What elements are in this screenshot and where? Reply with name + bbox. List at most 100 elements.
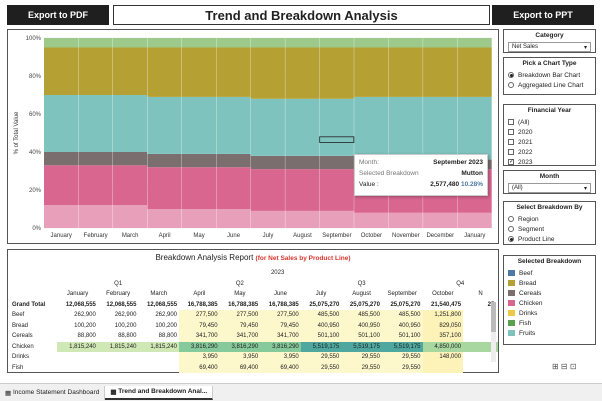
bar-segment-fish[interactable] xyxy=(181,38,217,48)
table-cell[interactable]: 1,815,240 xyxy=(57,341,98,352)
bar-segment-mutton[interactable] xyxy=(354,212,389,228)
table-cell[interactable]: 1,251,800 xyxy=(422,310,464,321)
bar-segment-mutton[interactable] xyxy=(388,212,423,228)
bar-segment-bread[interactable] xyxy=(44,47,79,96)
month-select[interactable]: (All) ▾ xyxy=(508,183,591,193)
legend-item-fruits[interactable]: Fruits xyxy=(508,328,591,338)
table-cell[interactable]: 485,500 xyxy=(381,310,423,321)
table-cell[interactable]: 79,450 xyxy=(219,320,261,331)
table-cell[interactable] xyxy=(463,341,498,352)
table-cell[interactable]: 16,788,385 xyxy=(228,301,259,308)
year-option-2021[interactable]: 2021 xyxy=(508,137,591,147)
legend-item-bread[interactable]: Bread xyxy=(508,278,591,288)
tab-trend-breakdown[interactable]: ▦ Trend and Breakdown Anal... xyxy=(105,385,214,400)
table-cell[interactable]: 3,816,290 xyxy=(179,341,220,352)
tab-income-statement[interactable]: ▦ Income Statement Dashboard xyxy=(0,385,106,400)
table-cell[interactable] xyxy=(98,363,139,374)
bar-segment-mutton[interactable] xyxy=(285,210,320,228)
table-cell[interactable]: 148,000 xyxy=(422,352,464,363)
bar-segment-cereals[interactable] xyxy=(285,155,320,170)
bar-segment-bread[interactable] xyxy=(112,47,148,96)
breakdown-option-region[interactable]: Region xyxy=(508,214,591,224)
table-cell[interactable]: 100,200 xyxy=(74,322,96,329)
bar-segment-bread[interactable] xyxy=(78,47,113,96)
table-cell[interactable]: 3,816,290 xyxy=(219,341,261,352)
bar-segment-cereals[interactable] xyxy=(44,152,79,166)
table-cell[interactable]: 25,075,270 xyxy=(309,301,340,308)
table-cell[interactable]: 88,800 xyxy=(158,333,178,340)
bar-segment-chicken[interactable] xyxy=(112,165,148,206)
breakdown-option-product-line[interactable]: Product Line xyxy=(508,234,591,244)
table-cell[interactable]: 21,540,475 xyxy=(431,301,462,308)
bar-segment-bread[interactable] xyxy=(285,47,320,99)
table-cell[interactable]: 29,550 xyxy=(341,352,382,363)
table-cell[interactable]: 485,500 xyxy=(300,310,342,321)
table-cell[interactable]: 277,500 xyxy=(260,310,301,321)
year-option-2022[interactable]: 2022 xyxy=(508,147,591,157)
bar-segment-cereals[interactable] xyxy=(147,153,182,168)
table-cell[interactable]: 16,788,385 xyxy=(268,301,299,308)
bar-segment-fruits[interactable] xyxy=(285,98,320,156)
bar-segment-mutton[interactable] xyxy=(250,210,285,228)
table-cell[interactable] xyxy=(57,363,98,374)
export-pdf-button[interactable]: Export to PDF xyxy=(7,5,109,25)
bar-segment-mutton[interactable] xyxy=(112,205,148,228)
table-cell[interactable]: 100,200 xyxy=(114,322,137,329)
table-cell[interactable]: 3,816,290 xyxy=(260,341,301,352)
table-cell[interactable]: 341,700 xyxy=(260,331,301,342)
table-cell[interactable]: 262,900 xyxy=(74,312,96,319)
bar-segment-fish[interactable] xyxy=(319,38,354,48)
table-cell[interactable]: 69,400 xyxy=(260,362,301,373)
table-cell[interactable]: 88,800 xyxy=(77,333,96,340)
bar-segment-fish[interactable] xyxy=(285,38,320,48)
table-cell[interactable]: 5,519,175 xyxy=(381,341,423,352)
bar-segment-chicken[interactable] xyxy=(78,165,113,206)
table-cell[interactable] xyxy=(98,352,139,363)
year-option-all[interactable]: (All) xyxy=(508,117,591,127)
table-cell[interactable]: 501,100 xyxy=(341,331,382,342)
bar-segment-mutton[interactable] xyxy=(147,209,182,228)
bar-segment-fruits[interactable] xyxy=(112,95,148,152)
table-cell[interactable]: 400,950 xyxy=(341,320,382,331)
bar-segment-fruits[interactable] xyxy=(457,96,492,160)
breakdown-bar-chart[interactable]: 100% 80% 60% 40% 20% 0% January February March Ap… xyxy=(8,30,498,243)
legend-item-drinks[interactable]: Drinks xyxy=(508,308,591,318)
view-controls[interactable]: ⊞ ⊟ ⊡ xyxy=(552,362,577,371)
bar-segment-fruits[interactable] xyxy=(423,96,458,160)
bar-segment-bread[interactable] xyxy=(147,47,182,97)
bar-segment-mutton[interactable] xyxy=(216,209,251,228)
table-cell[interactable]: 100,200 xyxy=(155,322,178,329)
breakdown-option-segment[interactable]: Segment xyxy=(508,224,591,234)
bar-segment-chicken[interactable] xyxy=(147,167,182,209)
bar-segment-bread[interactable] xyxy=(457,47,492,97)
table-cell[interactable] xyxy=(422,362,464,373)
bar-segment-fish[interactable] xyxy=(112,38,148,48)
bar-segment-fish[interactable] xyxy=(147,38,182,48)
bar-segment-cereals[interactable] xyxy=(112,152,148,166)
table-cell[interactable] xyxy=(138,363,179,374)
table-cell[interactable]: 4,850,000 xyxy=(422,341,464,352)
bar-segment-fruits[interactable] xyxy=(181,96,217,154)
table-cell[interactable]: 1,815,240 xyxy=(97,341,139,352)
bar-segment-fish[interactable] xyxy=(216,38,251,48)
table-cell[interactable]: 79,450 xyxy=(179,320,220,331)
bar-segment-fruits[interactable] xyxy=(44,95,79,152)
table-cell[interactable] xyxy=(463,363,498,374)
bar-segment-mutton[interactable] xyxy=(423,212,458,228)
bar-segment-fruits[interactable] xyxy=(216,96,251,154)
table-cell[interactable]: 3,950 xyxy=(179,352,220,363)
table-cell[interactable]: 400,950 xyxy=(300,320,342,331)
bar-segment-fruits[interactable] xyxy=(147,96,182,154)
table-cell[interactable]: 400,950 xyxy=(381,320,423,331)
table-cell[interactable]: 25,075,270 xyxy=(349,301,380,308)
bar-segment-bread[interactable] xyxy=(354,47,389,97)
table-cell[interactable]: 69,400 xyxy=(219,362,261,373)
export-ppt-button[interactable]: Export to PPT xyxy=(492,5,594,25)
table-cell[interactable]: 5,519,175 xyxy=(300,341,342,352)
bar-segment-cereals[interactable] xyxy=(319,155,354,170)
bar-segment-chicken[interactable] xyxy=(319,169,354,211)
bar-segment-fruits[interactable] xyxy=(250,98,285,156)
bar-segment-fruits[interactable] xyxy=(388,96,423,160)
bar-segment-bread[interactable] xyxy=(216,47,251,97)
table-cell[interactable]: 5,519,175 xyxy=(341,341,382,352)
